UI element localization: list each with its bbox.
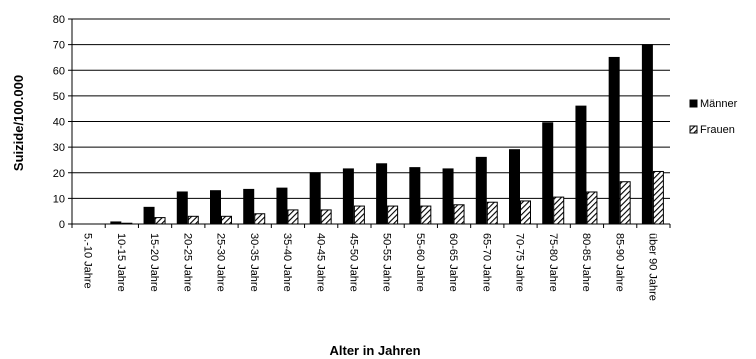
bar-frauen xyxy=(154,217,166,225)
bar-maenner xyxy=(143,206,155,225)
bar-frauen xyxy=(553,196,565,225)
bar-frauen xyxy=(353,205,365,225)
y-tick-label: 30 xyxy=(53,142,65,154)
y-tick-label: 80 xyxy=(53,14,65,26)
bar-frauen xyxy=(652,170,664,225)
x-tick-label: 5.-10 Jahre xyxy=(82,233,94,289)
bar-maenner xyxy=(542,122,554,225)
y-tick-label: 10 xyxy=(53,193,65,205)
x-tick-label: 55-60 Jahre xyxy=(414,233,426,292)
bar-frauen xyxy=(619,181,631,225)
x-tick-label: 60-65 Jahre xyxy=(447,233,459,292)
x-tick-label: über 90 Jahre xyxy=(646,233,658,301)
x-tick-labels: 5.-10 Jahre 10-15 Jahre 15-20 Jahre 20-25 J… xyxy=(82,233,659,301)
bar-frauen xyxy=(520,200,531,225)
bar-frauen xyxy=(586,191,598,225)
legend: Männer Frauen xyxy=(689,98,738,136)
bar-maenner xyxy=(409,167,421,225)
bar-maenner xyxy=(376,163,388,225)
bar-frauen xyxy=(287,209,299,225)
bar-frauen xyxy=(453,204,465,225)
x-tick-label: 40-45 Jahre xyxy=(314,233,326,292)
bar-maenner xyxy=(475,156,487,225)
bar-maenner xyxy=(210,190,221,225)
x-tick-label: 10-15 Jahre xyxy=(115,233,127,292)
legend-swatch xyxy=(689,99,698,108)
y-tick-label: 0 xyxy=(59,219,65,231)
bar-maenner xyxy=(641,44,653,225)
bar-frauen xyxy=(187,215,199,225)
bar-frauen xyxy=(420,205,432,225)
bar-frauen xyxy=(320,209,332,225)
bar-maenner xyxy=(309,172,321,225)
bar-frauen xyxy=(387,205,399,225)
x-tick-label: 85-90 Jahre xyxy=(613,233,625,292)
x-tick-label: 25-30 Jahre xyxy=(215,233,227,292)
gridlines xyxy=(68,18,670,225)
x-axis-title: Alter in Jahren xyxy=(329,343,420,358)
y-tick-label: 70 xyxy=(53,40,65,52)
bar-maenner xyxy=(509,149,520,225)
x-tick-label: 65-70 Jahre xyxy=(480,233,492,292)
bar-maenner xyxy=(176,191,188,225)
legend-label: Männer xyxy=(700,98,738,110)
x-tick-label: 70-75 Jahre xyxy=(514,233,526,292)
bar-frauen xyxy=(221,215,232,225)
bar-maenner xyxy=(342,168,354,225)
bar-maenner xyxy=(608,56,620,225)
y-tick-label: 40 xyxy=(53,117,65,129)
bar-maenner xyxy=(442,168,454,225)
x-tick-label: 80-85 Jahre xyxy=(580,233,592,292)
x-tick-label: 75-80 Jahre xyxy=(547,233,559,292)
x-tick-label: 35-40 Jahre xyxy=(281,233,293,292)
x-tick-label: 50-55 Jahre xyxy=(381,233,393,292)
y-tick-label: 50 xyxy=(53,91,65,103)
x-tick-label: 45-50 Jahre xyxy=(347,233,359,292)
bar-maenner xyxy=(243,188,255,225)
y-tick-label: 60 xyxy=(53,65,65,77)
x-tick-label: 15-20 Jahre xyxy=(148,233,160,292)
y-tick-labels: 0 10 20 30 40 50 60 70 80 xyxy=(53,14,65,231)
bar-frauen xyxy=(254,213,266,225)
legend-label: Frauen xyxy=(700,124,735,136)
y-axis-title: Suizide/100.000 xyxy=(11,75,26,171)
bar-maenner xyxy=(575,105,587,225)
y-tick-label: 20 xyxy=(53,168,65,180)
bars xyxy=(110,44,664,225)
legend-swatch xyxy=(689,125,698,134)
axes xyxy=(71,19,671,228)
bar-frauen xyxy=(486,201,498,225)
bar-maenner xyxy=(276,187,288,225)
x-tick-label: 20-25 Jahre xyxy=(181,233,193,292)
x-tick-label: 30-35 Jahre xyxy=(248,233,260,292)
